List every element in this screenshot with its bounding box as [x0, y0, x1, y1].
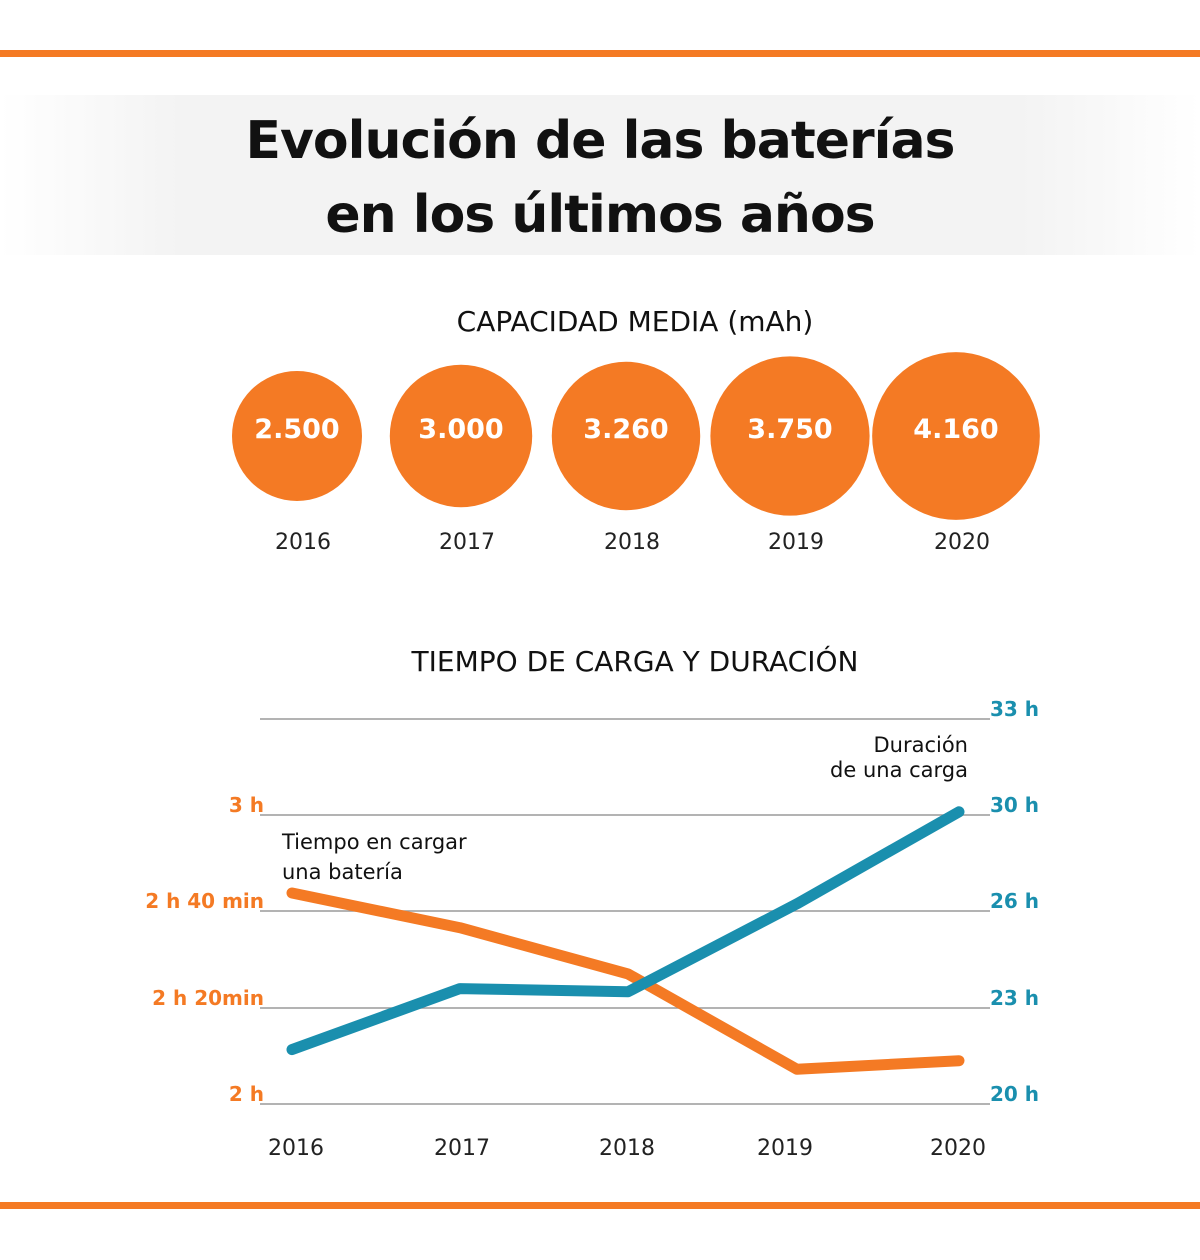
capacity-bubble-2018 [551, 361, 701, 511]
capacity-value-label: 2.500 [254, 414, 339, 445]
capacity-year-label: 2019 [768, 530, 824, 555]
x-axis-year-label: 2020 [930, 1136, 986, 1161]
capacity-value-label: 3.000 [418, 414, 503, 445]
x-axis-year-label: 2016 [268, 1136, 324, 1161]
series-line-charge-time [286, 887, 965, 1075]
capacity-year-label: 2016 [275, 530, 331, 555]
left-axis-tick-label: 3 h [229, 793, 264, 817]
series-label-duration: de una carga [830, 758, 968, 782]
series-label-charge-time: Tiempo en cargar [281, 830, 467, 854]
line-chart-title: TIEMPO DE CARGA Y DURACIÓN [411, 644, 859, 678]
line-chart: 2 h 2 h 20min 2 h 40 min 3 h 20 h 23 h 26 h 30 … [145, 697, 1039, 1161]
right-axis-tick-label: 23 h [990, 986, 1039, 1010]
bottom-accent-bar [0, 1202, 1200, 1209]
right-axis-tick-label: 26 h [990, 889, 1039, 913]
title-line-1: Evolución de las baterías [245, 111, 956, 171]
capacity-value-label: 4.160 [913, 414, 998, 445]
left-axis-tick-label: 2 h 40 min [145, 889, 264, 913]
capacity-bubble-2020 [872, 352, 1040, 520]
capacity-year-label: 2018 [604, 530, 660, 555]
capacity-year-label: 2020 [934, 530, 990, 555]
x-axis-year-label: 2018 [599, 1136, 655, 1161]
right-axis-tick-label: 33 h [990, 697, 1039, 721]
capacity-bubble-2017 [389, 364, 533, 508]
capacity-bubble-2016 [232, 371, 362, 501]
title-band [0, 95, 1200, 255]
capacity-year-label: 2017 [439, 530, 495, 555]
capacity-bubbles: 2.500 2016 3.000 2017 3.260 2018 3.750 2019 4.16… [232, 352, 1040, 555]
series-label-charge-time: una batería [282, 860, 403, 884]
right-axis-tick-label: 20 h [990, 1082, 1039, 1106]
left-axis-tick-label: 2 h 20min [152, 986, 264, 1010]
right-axis-tick-label: 30 h [990, 793, 1039, 817]
capacity-value-label: 3.260 [583, 414, 668, 445]
x-axis-year-label: 2019 [757, 1136, 813, 1161]
page-title: Evolución de las baterías en los últimos… [0, 104, 1200, 252]
series-label-duration: Duración [873, 733, 968, 757]
top-accent-bar [0, 50, 1200, 57]
capacity-chart-title: CAPACIDAD MEDIA (mAh) [457, 305, 814, 338]
x-axis-year-label: 2017 [434, 1136, 490, 1161]
title-line-2: en los últimos años [325, 185, 875, 245]
capacity-value-label: 3.750 [747, 414, 832, 445]
left-axis-tick-label: 2 h [229, 1082, 264, 1106]
capacity-bubble-2019 [710, 356, 870, 516]
